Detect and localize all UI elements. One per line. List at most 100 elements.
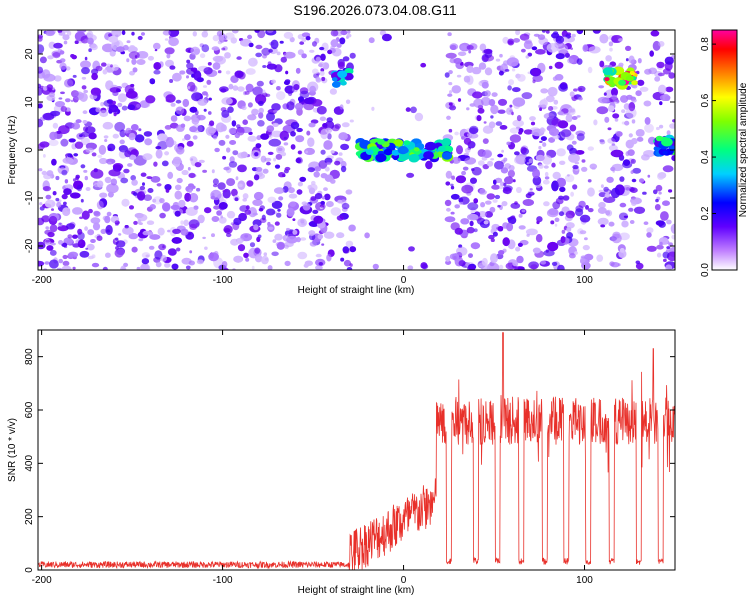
- heatmap-cell: [120, 177, 129, 184]
- heatmap-cell: [168, 30, 180, 37]
- heatmap-cell: [539, 140, 543, 143]
- heatmap-cell: [286, 101, 295, 111]
- heatmap-cell: [85, 147, 94, 153]
- heatmap-cell: [605, 55, 612, 62]
- heatmap-cell: [129, 205, 134, 210]
- heatmap-cell: [104, 176, 112, 184]
- heatmap-cell: [236, 238, 243, 245]
- heatmap-cell: [201, 31, 209, 38]
- heatmap-cell: [276, 212, 282, 218]
- heatmap-cell: [184, 134, 191, 141]
- heatmap-cell: [202, 85, 208, 88]
- heatmap-cell: [618, 38, 624, 42]
- heatmap-cell: [301, 201, 308, 206]
- heatmap-cell: [668, 72, 675, 79]
- heatmap-cell: [631, 138, 638, 145]
- heatmap-cell: [662, 251, 670, 259]
- heatmap-cell: [529, 188, 533, 191]
- heatmap-cell: [348, 224, 356, 232]
- heatmap-cell: [303, 97, 315, 105]
- heatmap-cell: [149, 78, 156, 85]
- heatmap-cell: [340, 160, 347, 168]
- heatmap-cell: [318, 262, 323, 266]
- heatmap-cell: [267, 196, 277, 203]
- heatmap-cell: [62, 157, 74, 164]
- heatmap-cell: [408, 246, 415, 252]
- heatmap-cell: [132, 192, 138, 196]
- heatmap-cell: [216, 30, 223, 37]
- heatmap-cell: [317, 234, 324, 240]
- heatmap-cell: [99, 157, 108, 165]
- heatmap-cell: [39, 141, 50, 148]
- heatmap-cell: [516, 255, 524, 264]
- heatmap-cell: [84, 56, 88, 61]
- heatmap-cell: [55, 175, 60, 181]
- heatmap-cell: [581, 166, 588, 172]
- heatmap-cell: [55, 101, 65, 108]
- heatmap-cell: [339, 104, 344, 110]
- heatmap-cell: [546, 43, 559, 53]
- heatmap-cell: [161, 160, 169, 167]
- heatmap-cell: [529, 116, 536, 121]
- heatmap-cell: [102, 69, 108, 75]
- heatmap-cell: [495, 58, 501, 62]
- heatmap-cell: [276, 51, 281, 56]
- heatmap-cell: [614, 118, 619, 122]
- heatmap-cell: [105, 224, 113, 236]
- heatmap-cell: [325, 161, 332, 165]
- heatmap-cell: [274, 64, 283, 73]
- heatmap-cell: [104, 139, 108, 142]
- heatmap-cell: [511, 111, 514, 116]
- heatmap-cell: [38, 168, 43, 172]
- heatmap-cell: [309, 241, 317, 247]
- heatmap-cell: [81, 76, 87, 80]
- heatmap-cell: [45, 226, 49, 230]
- heatmap-cell: [330, 39, 338, 48]
- heatmap-cell: [241, 105, 247, 111]
- heatmap-cell: [556, 148, 566, 157]
- heatmap-cell: [540, 88, 549, 94]
- y-tick-label: -20: [24, 238, 35, 253]
- heatmap-cell: [446, 115, 451, 120]
- heatmap-cell: [115, 88, 121, 93]
- heatmap-cell: [599, 33, 609, 44]
- heatmap-cell: [517, 74, 526, 82]
- heatmap-cell: [286, 227, 290, 231]
- heatmap-cell: [490, 158, 495, 161]
- heatmap-cell: [466, 45, 474, 50]
- heatmap-cell: [244, 209, 252, 215]
- heatmap-x-ticks: -200 -100 0 100: [32, 30, 593, 286]
- heatmap-cell: [490, 253, 498, 264]
- heatmap-cell: [504, 176, 514, 185]
- heatmap-cell: [526, 233, 530, 237]
- heatmap-cell: [222, 155, 227, 160]
- heatmap-cell: [445, 170, 453, 179]
- heatmap-cell: [196, 187, 201, 192]
- heatmap-cell: [628, 55, 635, 64]
- heatmap-cell: [507, 217, 513, 221]
- heatmap-cell: [507, 85, 512, 91]
- heatmap-cell: [64, 179, 69, 184]
- x-tick-label: -100: [213, 575, 233, 586]
- heatmap-cell: [144, 138, 153, 146]
- heatmap-cell: [96, 200, 104, 210]
- heatmap-cell: [39, 56, 47, 64]
- heatmap-cell: [532, 79, 536, 84]
- heatmap-cell: [170, 115, 178, 122]
- heatmap-cell: [212, 62, 221, 70]
- heatmap-cell: [521, 92, 533, 100]
- heatmap-cell: [115, 237, 119, 241]
- heatmap-cell: [448, 128, 453, 133]
- heatmap-cell: [51, 158, 57, 166]
- heatmap-cell: [123, 168, 130, 174]
- heatmap-cell: [630, 158, 636, 164]
- heatmap-cell: [293, 84, 300, 91]
- heatmap-cell: [277, 208, 281, 212]
- heatmap-cell: [444, 199, 452, 207]
- heatmap-cell: [226, 233, 232, 238]
- heatmap-cell: [288, 193, 298, 199]
- heatmap-cell: [42, 86, 48, 91]
- heatmap-cell: [149, 204, 156, 210]
- heatmap-cell: [276, 145, 285, 154]
- heatmap-cell: [447, 93, 453, 97]
